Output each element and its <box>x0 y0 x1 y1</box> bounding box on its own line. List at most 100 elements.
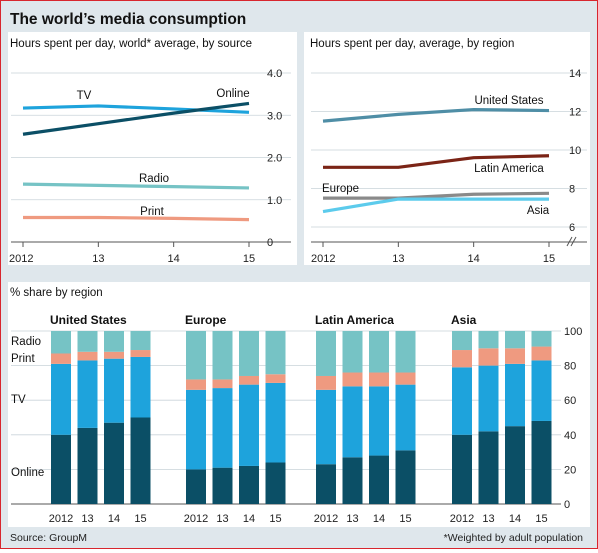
bar-segment <box>104 331 124 352</box>
bar-segment <box>239 331 259 376</box>
x-tick-label: 13 <box>392 253 404 265</box>
bar-segment <box>505 363 525 427</box>
x-tick-label: 14 <box>243 513 255 525</box>
series-label: Latin America <box>474 163 544 175</box>
bar-segment <box>130 350 151 357</box>
bar-segment <box>316 375 336 390</box>
bar-segment <box>531 420 552 504</box>
bar-segment <box>186 389 206 470</box>
x-tick-label: 15 <box>535 513 547 525</box>
bar-segment <box>505 331 525 349</box>
bar-segment <box>478 348 499 366</box>
series-label: United States <box>474 95 543 107</box>
bar-segment <box>77 331 98 352</box>
y-tick-label: 0 <box>267 237 273 249</box>
series-line <box>322 197 549 214</box>
series-line <box>22 104 250 114</box>
bar-segment <box>212 331 233 380</box>
bar-segment <box>452 331 472 351</box>
bar-segment <box>369 455 389 504</box>
y-tick-label: 6 <box>569 222 575 234</box>
x-tick-label: 2012 <box>9 253 33 265</box>
bar-segment <box>212 379 233 389</box>
bar-segment <box>316 331 336 376</box>
segment-label: Online <box>11 467 44 479</box>
bar-segment <box>505 348 525 364</box>
series-label: Print <box>140 206 164 218</box>
panel-by-region-title: Hours spent per day, average, by region <box>310 38 514 50</box>
bar-segment <box>51 363 71 435</box>
bar-segment <box>395 384 416 451</box>
bar-segment <box>77 360 98 428</box>
bar-segment <box>212 388 233 468</box>
bar-segment <box>130 356 151 418</box>
bar-segment <box>265 462 286 504</box>
bar-segment <box>478 331 499 349</box>
y-tick-label: 2.0 <box>267 153 282 165</box>
y-tick-label: 8 <box>569 184 575 196</box>
series-line <box>22 182 250 190</box>
bar-segment <box>478 365 499 432</box>
y-tick-label: 14 <box>569 68 581 80</box>
bar-segment <box>51 353 71 364</box>
y-tick-label: 60 <box>564 395 576 407</box>
x-tick-label: 15 <box>243 253 255 265</box>
bar-segment <box>265 374 286 383</box>
y-tick-label: 40 <box>564 430 576 442</box>
bar-segment <box>239 384 259 466</box>
bar-segment <box>478 431 499 504</box>
chart-by-region: 14 12 10 8 6 2012 13 14 15 United States Latin Ame… <box>311 68 587 265</box>
x-tick-label: 13 <box>92 253 104 265</box>
panel-share-title: % share by region <box>10 287 103 299</box>
x-tick-label: 2012 <box>49 513 73 525</box>
bar-segment <box>265 382 286 463</box>
series-label: Radio <box>139 173 169 185</box>
bar-segment <box>130 417 151 504</box>
bar-segment <box>186 469 206 504</box>
x-tick-label: 2012 <box>311 253 335 265</box>
x-tick-label: 13 <box>81 513 93 525</box>
series-line <box>323 191 550 200</box>
bar-segment <box>316 389 336 465</box>
bar-segment <box>369 331 389 373</box>
bar-segment <box>130 331 151 351</box>
footnote: *Weighted by adult population <box>444 532 583 544</box>
bar-segment <box>186 379 206 390</box>
series-line <box>23 215 250 222</box>
bar-segment <box>265 331 286 375</box>
segment-label: Radio <box>11 336 41 348</box>
x-tick-label: 14 <box>168 253 180 265</box>
y-tick-label: 100 <box>564 326 582 338</box>
chart-share-by-region: 100 80 60 40 20 0 Radio Print TV Online United Sta… <box>11 313 582 525</box>
series-label: TV <box>77 90 92 102</box>
segment-label: TV <box>11 394 26 406</box>
bar-segment <box>212 467 233 504</box>
y-tick-label: 10 <box>569 145 581 157</box>
y-tick-label: 12 <box>569 107 581 119</box>
y-tick-label: 1.0 <box>267 195 282 207</box>
bar-segment <box>452 367 472 435</box>
chart-by-source: 4.0 3.0 2.0 1.0 0 2012 13 14 15 TV Online Radio Prin… <box>9 68 291 265</box>
bar-segment <box>77 427 98 504</box>
series-line <box>22 101 250 136</box>
bar-segment <box>452 350 472 368</box>
x-tick-label: 14 <box>108 513 120 525</box>
x-tick-label: 13 <box>482 513 494 525</box>
bar-segment <box>369 386 389 456</box>
x-tick-label: 13 <box>346 513 358 525</box>
bar-segment <box>342 457 363 504</box>
panel-by-source-title: Hours spent per day, world* average, by … <box>10 38 252 50</box>
bar-segment <box>342 386 363 458</box>
bar-segment <box>531 360 552 421</box>
series-line <box>323 154 550 169</box>
x-tick-label: 14 <box>373 513 385 525</box>
x-tick-label: 2012 <box>184 513 208 525</box>
page-title: The world’s media consumption <box>10 11 246 28</box>
bar-segment <box>342 372 363 387</box>
bar-segment <box>395 372 416 385</box>
series-label: Europe <box>322 183 359 195</box>
series-label: Online <box>216 88 249 100</box>
y-tick-label: 0 <box>564 499 570 511</box>
